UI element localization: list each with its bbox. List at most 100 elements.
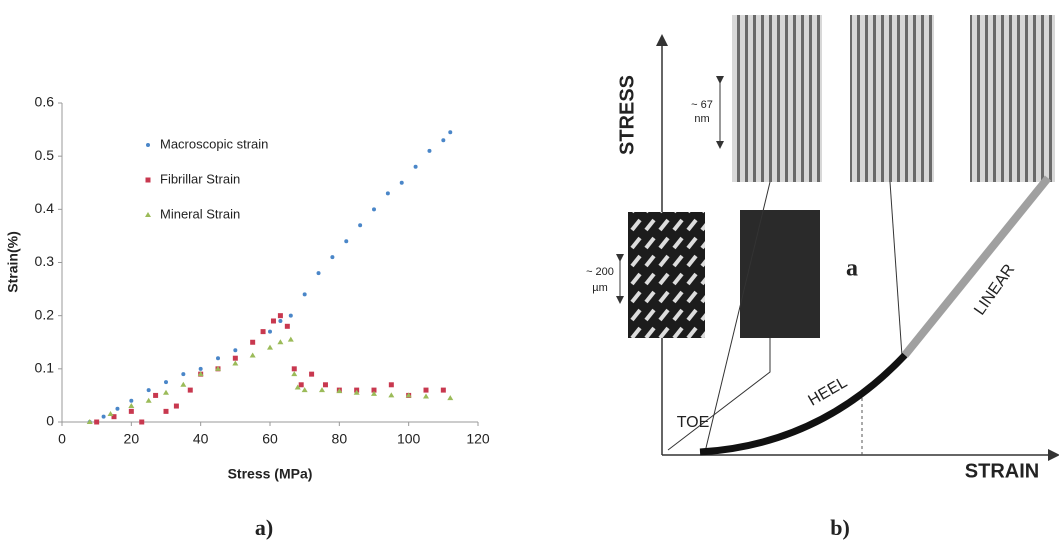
- point: [232, 360, 239, 366]
- point: [288, 313, 293, 318]
- heel-curve: [699, 352, 908, 456]
- point: [101, 414, 106, 419]
- point: [298, 382, 304, 388]
- point: [128, 403, 135, 409]
- panel-letter: a: [846, 256, 858, 282]
- stress-label: STRESS: [616, 75, 638, 155]
- point: [302, 292, 307, 297]
- point: [294, 384, 301, 390]
- point: [291, 366, 297, 372]
- point: [268, 329, 272, 334]
- point: [319, 387, 325, 393]
- point: [385, 191, 390, 196]
- point: [277, 313, 283, 319]
- point: [270, 318, 276, 324]
- point: [198, 366, 203, 371]
- point: [94, 419, 100, 425]
- point: [86, 419, 93, 424]
- point: [277, 339, 284, 345]
- y-tick-label: 0.5: [35, 147, 55, 163]
- fibril-image: [970, 15, 1055, 182]
- x-tick-label: 120: [466, 431, 490, 447]
- point: [181, 372, 186, 377]
- point: [187, 387, 193, 393]
- legend-label: Macroscopic strain: [160, 136, 268, 151]
- point: [139, 419, 145, 425]
- point: [129, 398, 134, 403]
- diagram: STRESS STRAIN TOE HEEL LINEAR a ~ 67 nm …: [586, 15, 1059, 482]
- point: [287, 336, 294, 342]
- y-tick-label: 0.3: [35, 253, 55, 269]
- point: [146, 388, 151, 393]
- leader-line: [889, 181, 903, 357]
- leader-line: [667, 338, 771, 451]
- leader-line: [704, 181, 771, 453]
- y-tick-label: 0.1: [35, 360, 55, 376]
- point: [358, 223, 363, 228]
- point: [145, 397, 152, 403]
- scale-label: nm: [694, 113, 709, 125]
- point: [153, 392, 159, 398]
- point: [249, 352, 256, 358]
- point: [260, 329, 266, 335]
- point: [173, 403, 179, 409]
- point: [423, 387, 429, 393]
- point: [301, 387, 308, 393]
- point: [197, 371, 204, 377]
- legend-marker: [145, 177, 151, 183]
- point: [163, 408, 169, 414]
- fibril-image: [732, 15, 822, 182]
- x-axis-title: Stress (MPa): [228, 466, 313, 482]
- y-tick-label: 0: [46, 413, 54, 429]
- toe-label: TOE: [677, 414, 710, 431]
- point: [336, 388, 343, 394]
- caption: a): [255, 515, 273, 540]
- fibril-image: [850, 15, 934, 182]
- point: [371, 387, 377, 393]
- point: [413, 164, 418, 169]
- x-tick-label: 20: [124, 431, 140, 447]
- point: [250, 339, 256, 345]
- y-tick-label: 0.4: [35, 200, 55, 216]
- fiber-image: [740, 210, 820, 338]
- point: [267, 344, 273, 350]
- caption: b): [830, 515, 850, 540]
- point: [448, 130, 453, 135]
- point: [180, 381, 187, 387]
- x-tick-label: 0: [58, 431, 66, 447]
- point: [115, 406, 120, 411]
- point: [232, 355, 238, 361]
- point: [388, 382, 394, 388]
- point: [233, 348, 238, 353]
- point: [215, 365, 221, 371]
- x-tick-label: 100: [397, 431, 421, 447]
- point: [447, 395, 454, 401]
- legend-label: Mineral Strain: [160, 206, 240, 221]
- point: [388, 392, 395, 398]
- point: [322, 382, 328, 388]
- point: [316, 271, 321, 276]
- x-tick-label: 40: [193, 431, 209, 447]
- point: [371, 390, 377, 396]
- linear-curve: [901, 175, 1052, 358]
- y-tick-label: 0.2: [35, 306, 55, 322]
- y-axis-title: Strain(%): [5, 231, 21, 292]
- point: [163, 389, 169, 395]
- x-tick-label: 60: [262, 431, 278, 447]
- point: [107, 411, 114, 417]
- point: [164, 380, 168, 385]
- x-tick-label: 80: [332, 431, 348, 447]
- point: [128, 408, 134, 414]
- legend-marker: [145, 212, 151, 217]
- point: [216, 356, 220, 361]
- point: [427, 148, 432, 153]
- point: [284, 323, 290, 329]
- legend-label: Fibrillar Strain: [160, 171, 240, 186]
- point: [278, 318, 283, 323]
- point: [441, 138, 446, 143]
- point: [309, 371, 315, 377]
- point: [291, 371, 298, 377]
- y-tick-label: 0.6: [35, 94, 55, 110]
- point: [344, 239, 349, 244]
